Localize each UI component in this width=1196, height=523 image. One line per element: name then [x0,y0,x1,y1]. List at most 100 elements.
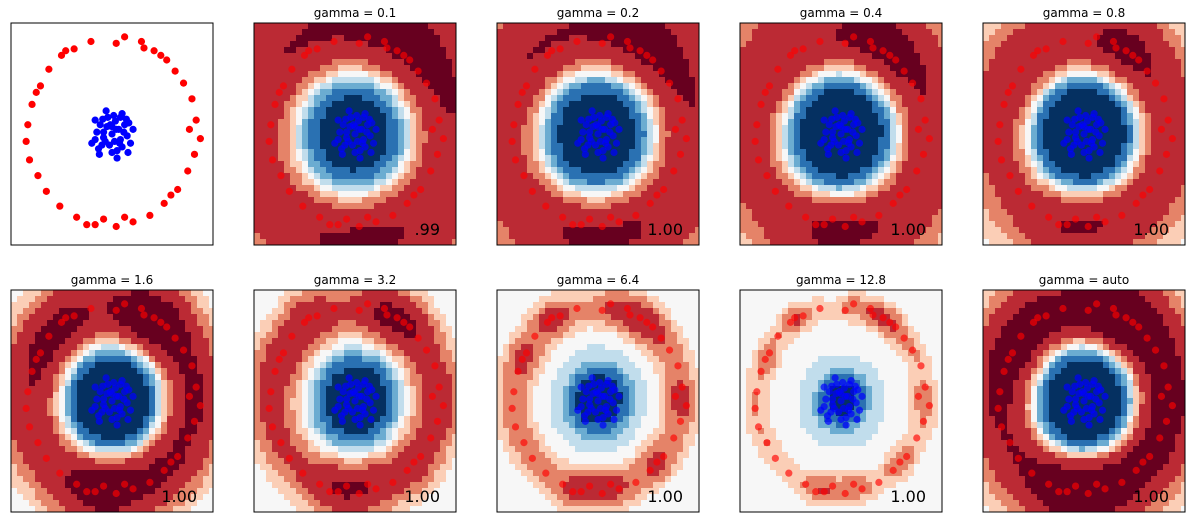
inner-point [111,384,119,392]
outer-point [99,482,108,490]
outer-point [1063,488,1071,496]
outer-point [1029,318,1038,326]
inner-point [577,383,585,391]
outer-point [1093,213,1101,221]
outer-point [22,404,30,412]
outer-point [682,135,690,143]
inner-point [585,395,594,403]
inner-point [596,404,605,412]
outer-point [129,218,137,226]
inner-point [96,121,104,129]
inner-point [1085,421,1093,429]
score-label: .99 [415,220,440,239]
outer-point [510,121,518,129]
outer-point [542,202,550,210]
inner-point [99,128,108,136]
inner-point [122,115,130,123]
inner-point [830,137,838,145]
score-label: 1.00 [890,487,926,506]
outer-point [1118,478,1126,486]
subplot-title: gamma = 0.2 [557,6,639,20]
inner-point [585,115,593,123]
outer-point [528,187,536,195]
outer-point [1135,323,1143,331]
outer-point [185,125,194,133]
outer-point [271,367,279,375]
outer-point [427,167,435,175]
outer-point [171,334,179,342]
outer-point [285,187,293,195]
outer-point [674,95,682,103]
outer-point [129,485,137,493]
outer-point [676,417,685,425]
outer-point [1112,44,1120,52]
outer-point [25,156,34,164]
outer-point [83,221,91,229]
outer-point [160,466,168,474]
axes-frame [982,22,1186,246]
inner-point [830,404,838,412]
outer-point [543,318,552,326]
outer-point [1139,458,1147,466]
inner-point [1094,382,1102,390]
outer-point [316,213,324,221]
outer-point [632,478,640,486]
outer-point [508,137,516,145]
outer-point [889,466,897,474]
outer-point [316,480,324,488]
outer-point [1008,82,1017,90]
outer-point [812,221,820,229]
outer-point [1045,213,1053,221]
inner-point [828,128,837,136]
outer-point [1004,88,1012,96]
outer-point [184,434,192,442]
inner-point [597,384,605,392]
scatter-points [508,33,690,231]
outer-point [869,311,877,319]
outer-point [875,211,883,219]
outer-point [649,56,657,64]
outer-point [548,314,556,322]
outer-point [869,44,877,52]
outer-point [171,67,179,75]
outer-point [802,213,810,221]
decision-contour [254,290,456,512]
inner-point [354,384,362,392]
outer-point [682,402,690,410]
outer-point [1129,318,1137,326]
inner-point [608,115,616,123]
outer-point [828,482,837,490]
outer-point [919,150,928,158]
outer-point [121,480,129,488]
subplot-2: gamma = 0.2 1.00 [496,6,700,246]
outer-point [1143,67,1151,75]
inner-point [122,382,130,390]
inner-point [367,415,375,424]
inner-point [582,388,590,396]
inner-point [824,150,832,158]
outer-point [665,79,674,87]
outer-point [900,67,908,75]
inner-point [1071,128,1080,136]
outer-point [799,45,807,53]
outer-point [121,300,129,308]
scatter-points [751,300,933,498]
score-label: 1.00 [647,487,683,506]
outer-point [1146,452,1154,461]
outer-point [1045,480,1053,488]
inner-point [579,128,587,136]
subplot-title: gamma = 6.4 [557,273,639,287]
outer-point [753,121,761,129]
outer-point [1093,33,1101,41]
outer-point [994,404,1002,412]
outer-point [410,191,418,199]
inner-point [1098,139,1107,147]
outer-point [190,150,199,158]
outer-point [403,199,411,207]
outer-point [1055,221,1063,229]
outer-point [816,37,824,46]
outer-point [334,488,342,496]
outer-point [653,458,661,466]
inner-point [369,406,378,414]
outer-point [751,404,759,412]
